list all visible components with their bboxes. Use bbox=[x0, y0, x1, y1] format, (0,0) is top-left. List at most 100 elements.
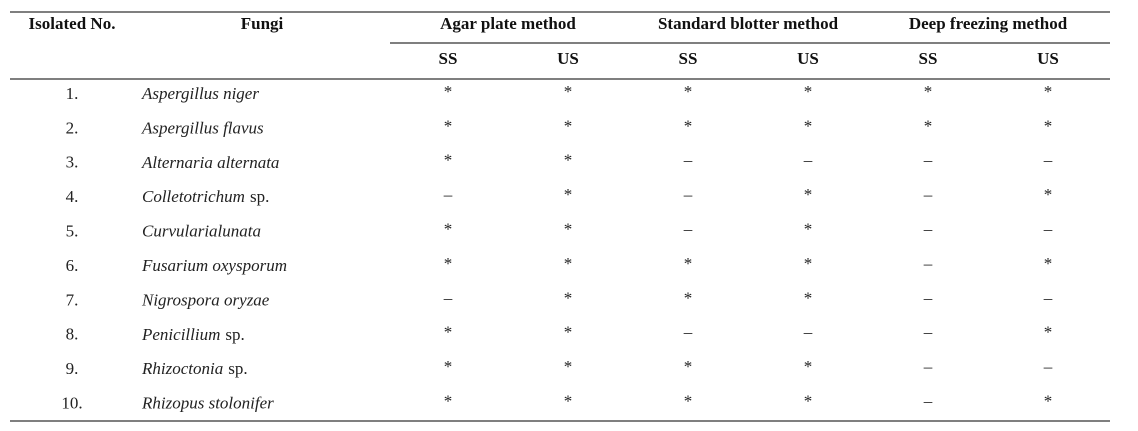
subcolumn-header: SS bbox=[679, 49, 698, 68]
cell-mark: * bbox=[804, 357, 813, 376]
row-number: 8. bbox=[66, 325, 79, 344]
cell-mark: – bbox=[923, 254, 933, 273]
header-cell: Isolated No. bbox=[29, 14, 116, 33]
row-number: 6. bbox=[66, 256, 79, 275]
suffix: sp. bbox=[250, 187, 269, 206]
subcolumn-header: US bbox=[1037, 49, 1059, 68]
cell-mark: – bbox=[923, 220, 933, 239]
cell-mark: * bbox=[684, 254, 693, 273]
method-header: Deep freezing method bbox=[909, 14, 1068, 33]
cell-mark: * bbox=[564, 220, 573, 239]
row-number: 10. bbox=[61, 394, 82, 413]
row-number: 7. bbox=[66, 290, 79, 309]
cell-mark: – bbox=[1043, 151, 1053, 170]
cell-mark: * bbox=[924, 82, 933, 101]
row-number: 2. bbox=[66, 118, 79, 137]
cell-mark: – bbox=[443, 288, 453, 307]
cell-mark: * bbox=[804, 392, 813, 411]
cell-mark: * bbox=[684, 357, 693, 376]
cell-mark: – bbox=[683, 185, 693, 204]
cell-mark: – bbox=[1043, 220, 1053, 239]
cell-mark: * bbox=[444, 116, 453, 135]
fungus-name: Aspergillus flavus bbox=[141, 118, 264, 137]
fungus-name: Rhizoctonia sp. bbox=[141, 359, 248, 378]
cell-mark: * bbox=[684, 116, 693, 135]
cell-mark: – bbox=[923, 392, 933, 411]
fungus-name: Fusarium oxysporum bbox=[141, 256, 287, 275]
cell-mark: * bbox=[804, 185, 813, 204]
subcolumn-header: US bbox=[797, 49, 819, 68]
cell-mark: * bbox=[1044, 323, 1053, 342]
cell-mark: * bbox=[444, 392, 453, 411]
genus: Colletotrichum bbox=[142, 187, 245, 206]
genus: Rhizoctonia bbox=[141, 359, 223, 378]
cell-mark: * bbox=[444, 323, 453, 342]
cell-mark: * bbox=[1044, 185, 1053, 204]
genus: Rhizopus stolonifer bbox=[141, 394, 274, 413]
cell-mark: * bbox=[1044, 254, 1053, 273]
cell-mark: * bbox=[564, 82, 573, 101]
cell-mark: * bbox=[444, 151, 453, 170]
genus: Alternaria alternata bbox=[141, 153, 279, 172]
cell-mark: * bbox=[1044, 116, 1053, 135]
cell-mark: * bbox=[564, 116, 573, 135]
cell-mark: * bbox=[444, 254, 453, 273]
cell-mark: – bbox=[923, 357, 933, 376]
subcolumn-header: SS bbox=[919, 49, 938, 68]
cell-mark: – bbox=[683, 151, 693, 170]
cell-mark: * bbox=[444, 220, 453, 239]
fungus-name: Curvularialunata bbox=[142, 222, 261, 241]
fungus-name: Alternaria alternata bbox=[141, 153, 279, 172]
cell-mark: * bbox=[804, 116, 813, 135]
cell-mark: * bbox=[684, 82, 693, 101]
subcolumn-header: US bbox=[557, 49, 579, 68]
cell-mark: * bbox=[444, 82, 453, 101]
cell-mark: – bbox=[443, 185, 453, 204]
fungus-name: Nigrospora oryzae bbox=[141, 290, 270, 309]
cell-mark: * bbox=[444, 357, 453, 376]
row-number: 9. bbox=[66, 359, 79, 378]
cell-mark: * bbox=[1044, 82, 1053, 101]
fungus-name: Aspergillus niger bbox=[141, 84, 259, 103]
cell-mark: * bbox=[564, 357, 573, 376]
genus: Fusarium oxysporum bbox=[141, 256, 287, 275]
suffix: sp. bbox=[225, 325, 244, 344]
cell-mark: * bbox=[804, 220, 813, 239]
subcolumn-header: SS bbox=[439, 49, 458, 68]
fungus-name: Colletotrichum sp. bbox=[142, 187, 269, 206]
row-number: 4. bbox=[66, 187, 79, 206]
cell-mark: – bbox=[803, 151, 813, 170]
genus: Aspergillus niger bbox=[141, 84, 259, 103]
genus: Nigrospora oryzae bbox=[141, 290, 270, 309]
cell-mark: * bbox=[564, 288, 573, 307]
cell-mark: – bbox=[923, 288, 933, 307]
cell-mark: – bbox=[803, 323, 813, 342]
cell-mark: * bbox=[684, 288, 693, 307]
cell-mark: * bbox=[804, 254, 813, 273]
cell-mark: – bbox=[1043, 288, 1053, 307]
cell-mark: – bbox=[923, 151, 933, 170]
genus: Penicillium bbox=[141, 325, 220, 344]
cell-mark: * bbox=[1044, 392, 1053, 411]
fungus-name: Rhizopus stolonifer bbox=[141, 394, 274, 413]
cell-mark: – bbox=[1043, 357, 1053, 376]
genus: Curvularialunata bbox=[142, 222, 261, 241]
cell-mark: – bbox=[923, 185, 933, 204]
suffix: sp. bbox=[228, 359, 247, 378]
cell-mark: * bbox=[804, 82, 813, 101]
cell-mark: – bbox=[683, 220, 693, 239]
genus: Aspergillus flavus bbox=[141, 118, 264, 137]
cell-mark: * bbox=[564, 151, 573, 170]
row-number: 3. bbox=[66, 153, 79, 172]
method-header: Standard blotter method bbox=[658, 14, 839, 33]
cell-mark: – bbox=[923, 323, 933, 342]
row-number: 5. bbox=[66, 222, 79, 241]
method-header: Agar plate method bbox=[440, 14, 576, 33]
cell-mark: * bbox=[564, 392, 573, 411]
cell-mark: * bbox=[924, 116, 933, 135]
cell-mark: * bbox=[564, 323, 573, 342]
cell-mark: * bbox=[804, 288, 813, 307]
cell-mark: * bbox=[684, 392, 693, 411]
row-number: 1. bbox=[66, 84, 79, 103]
